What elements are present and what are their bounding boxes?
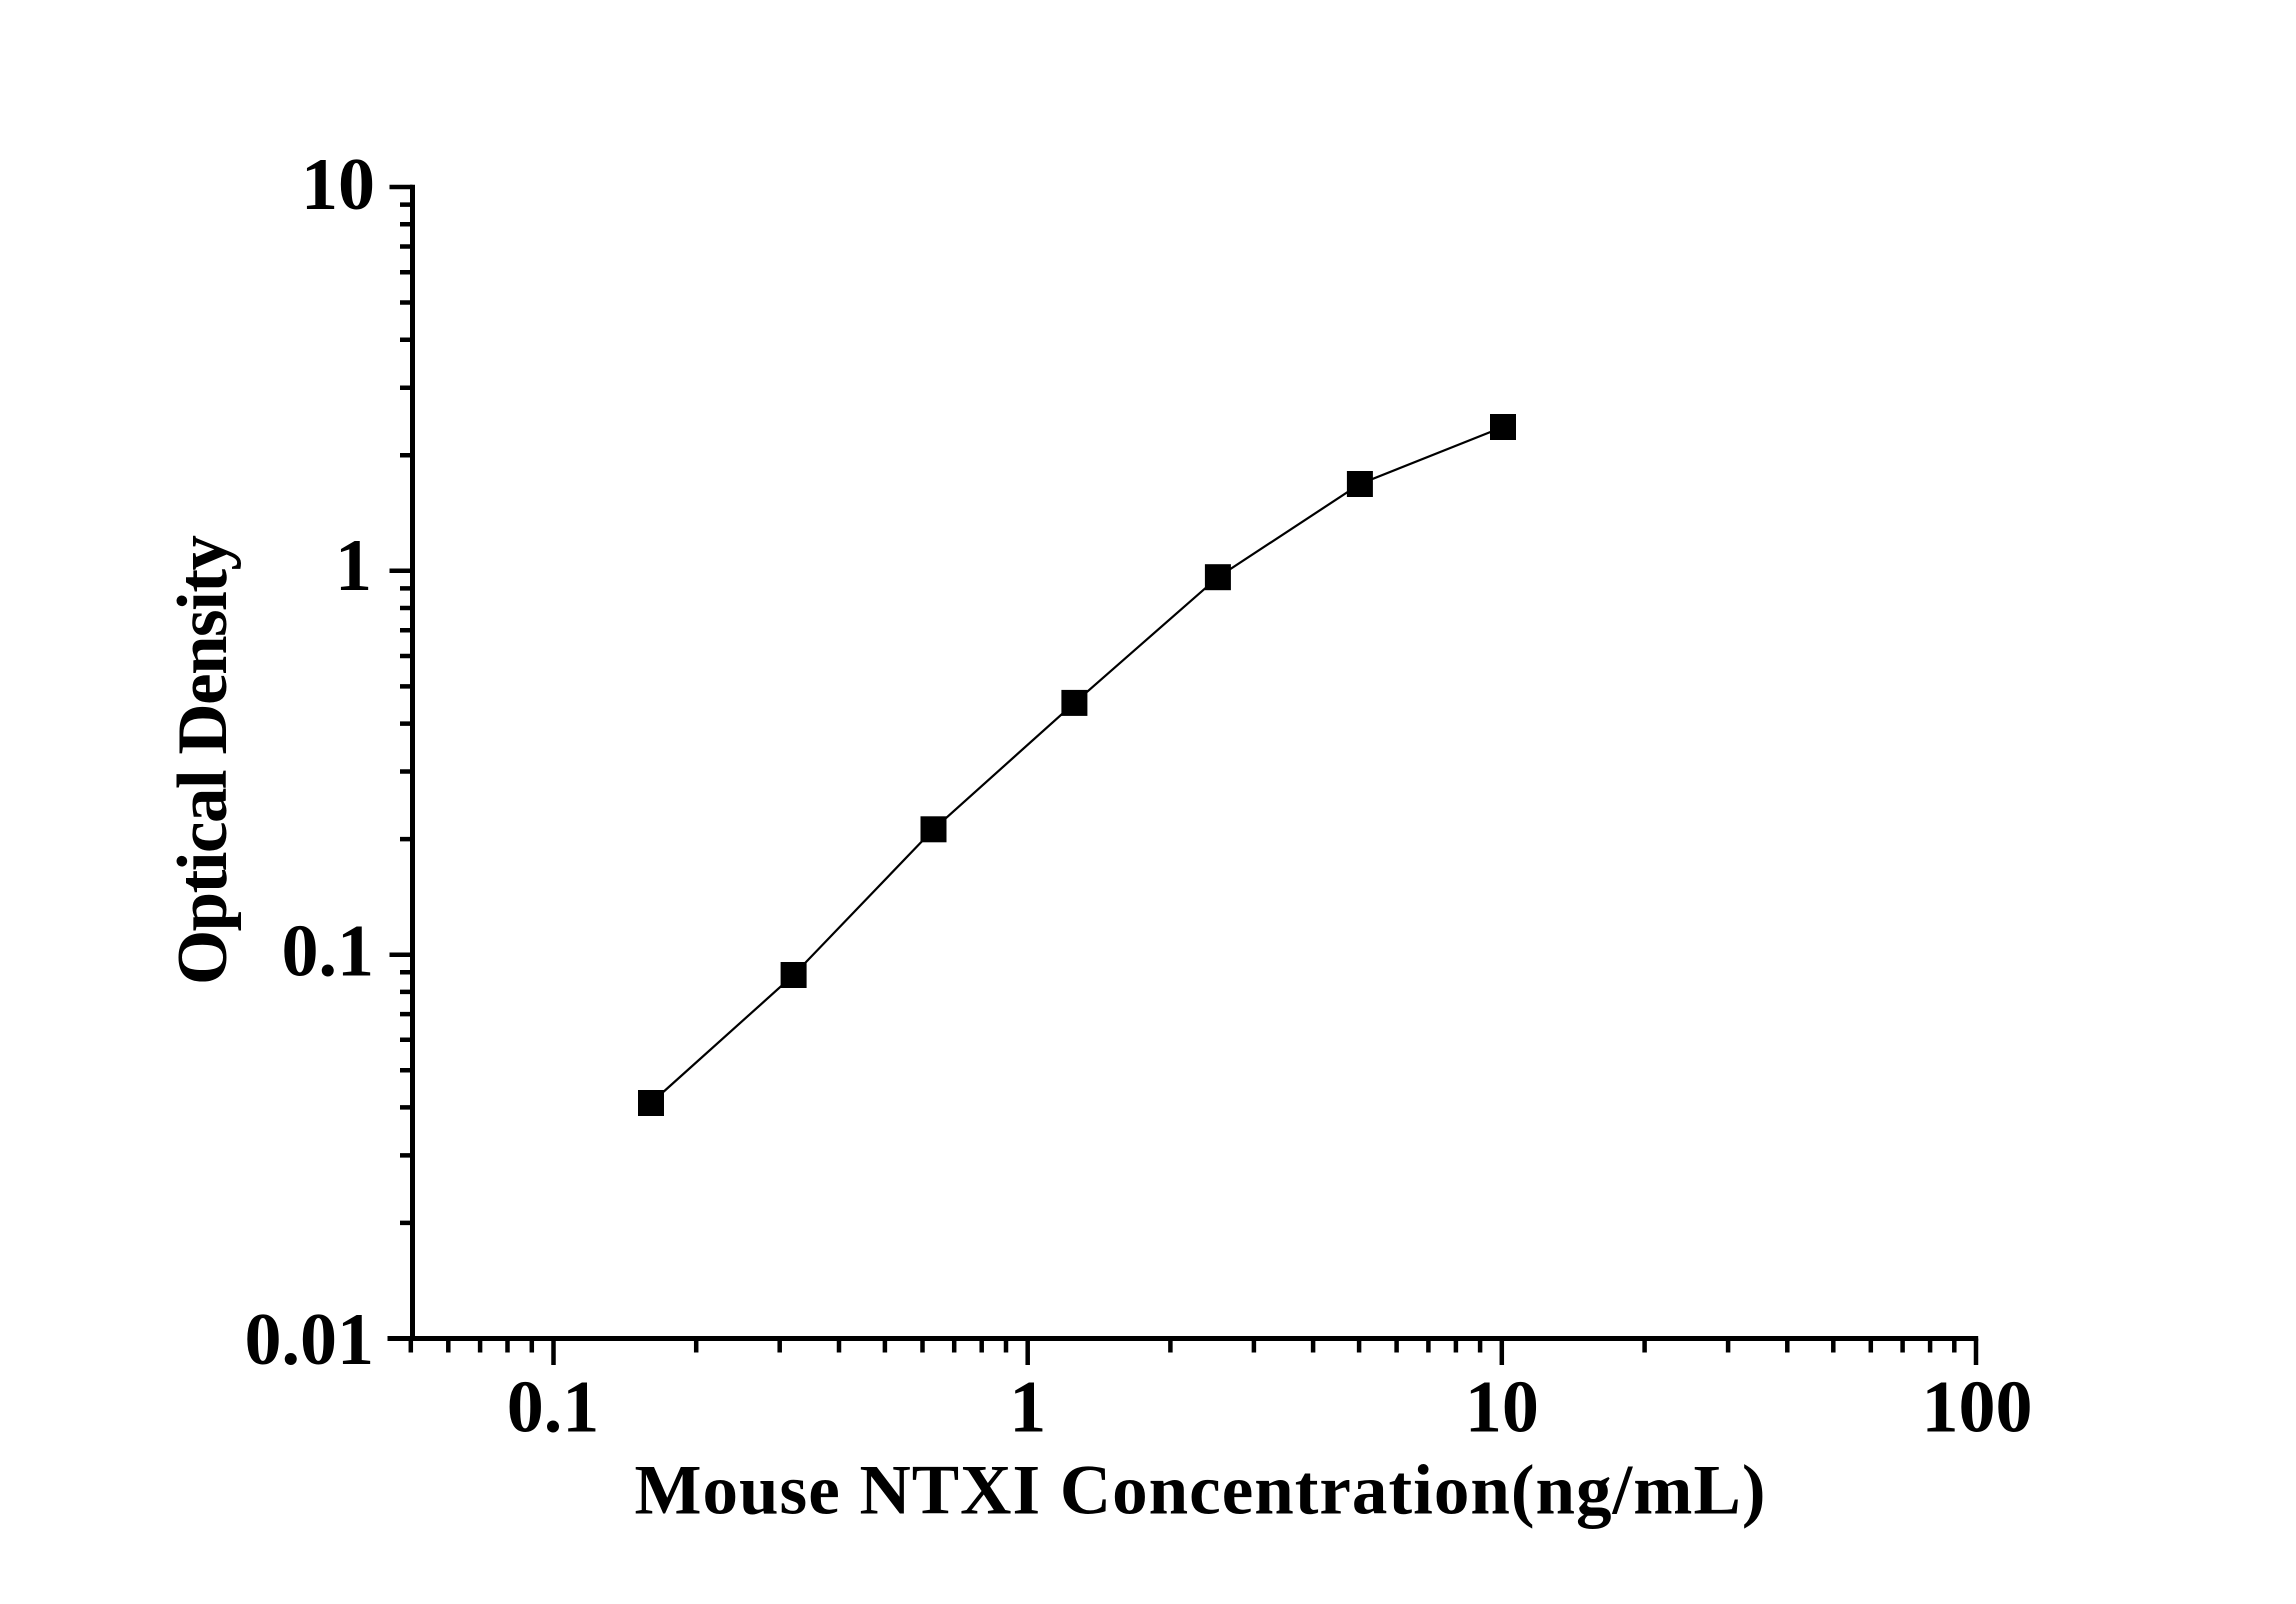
svg-text:1: 1 <box>335 525 372 607</box>
svg-text:Mouse NTXI Concentration(ng/mL: Mouse NTXI Concentration(ng/mL) <box>635 1452 1766 1530</box>
svg-text:1: 1 <box>1009 1367 1046 1449</box>
svg-text:0.1: 0.1 <box>282 911 375 993</box>
svg-text:Optical Density: Optical Density <box>164 535 242 985</box>
svg-text:0.1: 0.1 <box>507 1367 600 1449</box>
svg-text:10: 10 <box>1465 1367 1539 1449</box>
svg-text:100: 100 <box>1922 1367 2033 1449</box>
svg-text:0.01: 0.01 <box>245 1299 375 1381</box>
svg-text:10: 10 <box>301 144 375 226</box>
